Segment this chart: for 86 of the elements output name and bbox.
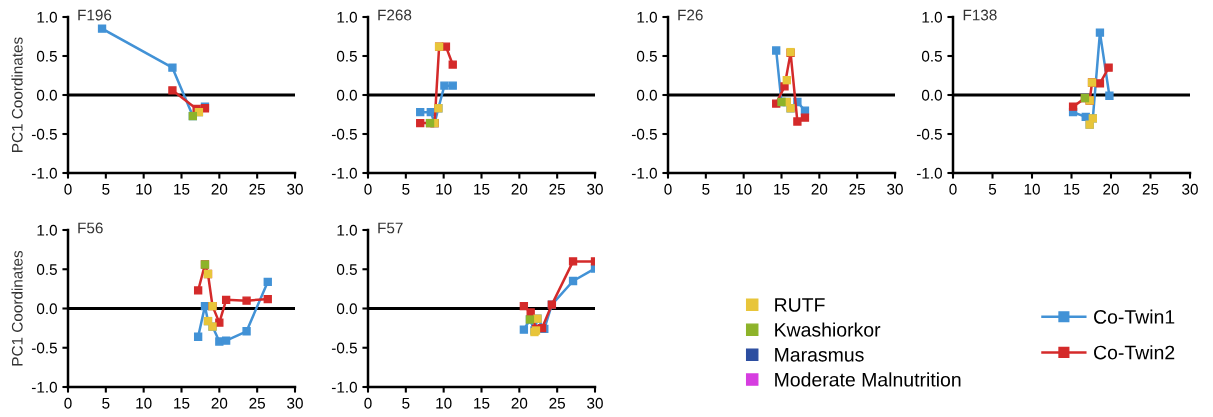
x-tick-label: 30 (287, 397, 303, 409)
x-tick-label: 20 (511, 183, 528, 195)
y-tick-label: -0.5 (916, 128, 942, 140)
x-tick-label: 15 (174, 397, 190, 409)
y-tick-label: 1.0 (337, 224, 357, 236)
x-tick-label: 30 (887, 183, 903, 195)
x-tick-label: 0 (64, 183, 72, 195)
x-tick-label: 5 (102, 397, 110, 409)
y-tick-label: 0.0 (636, 89, 657, 101)
x-tick-label: 30 (287, 183, 303, 195)
x-tick-label: 10 (136, 397, 152, 409)
y-tick-label: 0.5 (336, 264, 357, 275)
x-tick-label: 0 (664, 183, 672, 195)
x-tick-label: 10 (736, 183, 752, 195)
y-tick-label: 0.5 (636, 50, 657, 62)
legend-label: Co-Twin2 (1094, 345, 1175, 360)
x-tick-label: 0 (364, 397, 372, 409)
y-tick-label: -0.5 (31, 128, 57, 140)
x-tick-label: 20 (211, 397, 228, 409)
x-tick-label: 25 (249, 397, 266, 409)
x-tick-label: 25 (1142, 183, 1159, 195)
y-tick-label: -0.5 (331, 342, 357, 354)
y-tick-label: -1.0 (631, 167, 657, 179)
y-tick-label: 0.5 (336, 50, 357, 62)
y-tick-label: -1.0 (331, 167, 357, 179)
y-tick-label: 0.0 (36, 303, 57, 315)
chart-title: F196 (78, 9, 112, 21)
y-tick-label: 1.0 (37, 224, 57, 236)
y-tick-label: 0.5 (921, 50, 942, 62)
y-tick-label: 0.0 (336, 303, 357, 315)
y-tick-label: -0.5 (331, 128, 357, 140)
x-tick-label: 15 (474, 397, 490, 409)
y-tick-label: -0.5 (631, 128, 657, 140)
legend-label: Co-Twin1 (1094, 309, 1175, 324)
x-tick-label: 25 (549, 183, 566, 195)
y-tick-label: -1.0 (31, 167, 57, 179)
x-tick-label: 20 (211, 183, 228, 195)
y-tick-label: 0.0 (36, 89, 57, 101)
x-tick-label: 15 (1064, 183, 1080, 195)
x-tick-label: 5 (402, 397, 410, 409)
x-tick-label: 5 (102, 183, 110, 195)
y-tick-label: -1.0 (331, 381, 357, 393)
x-tick-label: 15 (474, 183, 490, 195)
y-tick-label: 0.5 (36, 50, 57, 62)
x-tick-label: 5 (402, 183, 410, 195)
legend-label: Moderate Malnutrition (775, 372, 961, 387)
x-tick-label: 30 (1182, 183, 1198, 195)
y-tick-label: -1.0 (31, 381, 57, 393)
x-tick-label: 15 (774, 183, 790, 195)
chart-title: F268 (378, 9, 412, 21)
y-tick-label: 1.0 (637, 11, 657, 23)
x-tick-label: 10 (1024, 183, 1040, 195)
x-tick-label: 10 (436, 397, 452, 409)
y-tick-label: -1.0 (916, 167, 942, 179)
chart-title: F138 (963, 9, 997, 21)
chart-title: F57 (378, 222, 403, 234)
y-tick-label: 1.0 (922, 11, 942, 23)
x-tick-label: 5 (988, 183, 997, 195)
y-axis-title: PC1 Coordinates (11, 250, 23, 366)
x-tick-label: 20 (811, 183, 828, 195)
x-tick-label: 5 (702, 183, 710, 195)
legend-label: Kwashiorkor (775, 322, 881, 337)
x-tick-label: 10 (436, 183, 452, 195)
y-tick-label: 0.0 (921, 89, 942, 101)
y-tick-label: 1.0 (337, 11, 357, 23)
x-tick-label: 25 (249, 183, 266, 195)
x-tick-label: 25 (549, 397, 566, 409)
x-tick-label: 30 (587, 397, 603, 409)
x-tick-label: 0 (364, 183, 372, 195)
y-tick-label: 1.0 (37, 11, 57, 23)
legend-label: Marasmus (775, 348, 864, 362)
legend-label: RUTF (775, 298, 825, 312)
y-tick-label: 0.5 (36, 264, 57, 275)
x-tick-label: 30 (587, 183, 603, 195)
x-tick-label: 0 (949, 183, 957, 195)
chart-title: F26 (678, 9, 703, 21)
chart-title: F56 (78, 222, 103, 234)
y-tick-label: 0.0 (336, 89, 357, 101)
x-tick-label: 10 (136, 183, 152, 195)
x-tick-label: 15 (174, 183, 190, 195)
x-tick-label: 20 (511, 397, 528, 409)
x-tick-label: 0 (64, 397, 72, 409)
x-tick-label: 25 (849, 183, 866, 195)
x-tick-label: 20 (1103, 183, 1119, 195)
y-tick-label: -0.5 (31, 342, 57, 354)
y-axis-title: PC1 Coordinates (11, 37, 23, 152)
